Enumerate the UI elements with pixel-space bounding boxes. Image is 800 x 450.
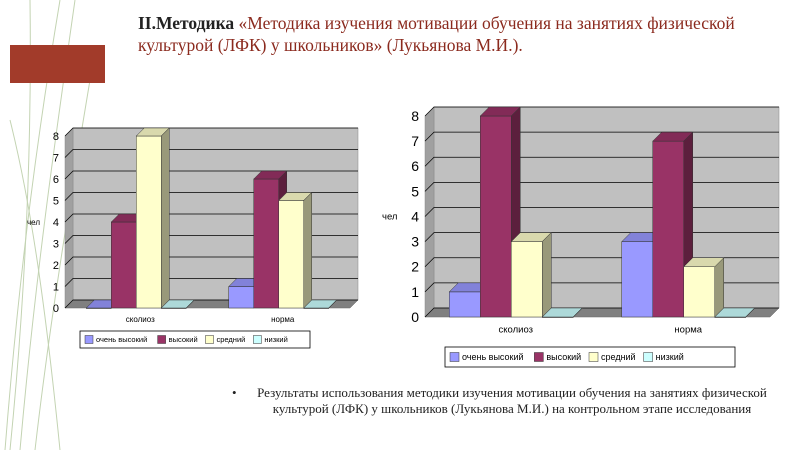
legend-label: очень высокий [96,335,147,344]
bar [228,286,254,309]
legend-swatch [157,335,166,344]
y-axis-label: чел [382,212,397,223]
legend-label: высокий [169,335,198,344]
bar-side [303,191,312,309]
legend-label: высокий [546,352,581,362]
bar [621,241,653,318]
y-tick-label: 0 [53,303,59,315]
y-tick-label: 1 [53,281,59,293]
bar-side [745,307,755,318]
y-tick-label: 8 [411,108,419,124]
y-tick-label: 6 [53,174,59,186]
y-tick-label: 6 [411,158,419,174]
caption: • Результаты использования методики изуч… [232,385,792,417]
legend-swatch [253,335,262,344]
legend-label: очень высокий [462,352,524,362]
legend-swatch [643,352,653,362]
y-tick-label: 8 [53,131,59,143]
title-text: «Методика изучения мотивации обучения на… [138,13,735,55]
x-tick-label: норма [271,315,295,324]
y-tick-label: 2 [411,259,419,275]
gridline [64,149,358,158]
gridline [424,106,779,117]
bar [253,178,279,309]
chart-1: 0 1 2 3 4 5 6 7 8 чел сколиоз норма очень высокий выс… [27,127,359,349]
legend-swatch [449,352,460,362]
bar-side [542,232,552,318]
y-tick-label: 4 [411,208,419,224]
legend-label: низкий [264,335,287,344]
x-tick-label: норма [674,325,702,336]
bar [136,135,162,309]
bar [278,200,304,309]
legend-swatch [588,352,599,362]
legend-label: средний [601,352,636,362]
x-tick-label: сколиоз [499,325,533,336]
bar-side [573,307,583,318]
bar-side [714,257,724,318]
y-tick-label: 0 [411,309,419,325]
legend-box [79,330,311,349]
bar [111,221,137,309]
bar [449,291,481,318]
accent-bar [10,45,105,83]
bar [480,115,512,318]
bullet-icon: • [232,385,237,400]
y-tick-label: 5 [53,195,59,207]
x-tick-label: сколиоз [126,315,155,324]
gridline [64,127,358,137]
y-tick-label: 4 [53,217,59,229]
chart-2: 0 1 2 3 4 5 6 7 8 чел сколиоз норма очень высокий выс… [382,106,780,368]
legend-label: низкий [656,352,684,362]
bar [683,266,715,318]
bar [511,241,543,318]
bar-side [328,299,337,309]
caption-text: Результаты использования методики изучен… [257,385,767,416]
y-tick-label: 3 [411,234,419,250]
y-tick-label: 1 [411,284,419,300]
y-axis-label: чел [27,218,40,227]
legend-swatch [205,335,214,344]
slide-title: II.Методика «Методика изучения мотивации… [138,12,758,56]
y-tick-label: 2 [53,260,59,272]
legend-swatch [84,335,94,344]
y-tick-label: 7 [53,152,59,164]
title-bold: II.Методика [138,13,235,33]
y-tick-label: 3 [53,238,59,250]
legend-swatch [534,352,544,362]
bar [652,140,684,318]
bar-side [186,299,195,309]
bar-side [161,127,170,309]
y-tick-label: 5 [411,183,419,199]
legend-label: средний [217,335,246,344]
y-tick-label: 7 [411,133,419,149]
